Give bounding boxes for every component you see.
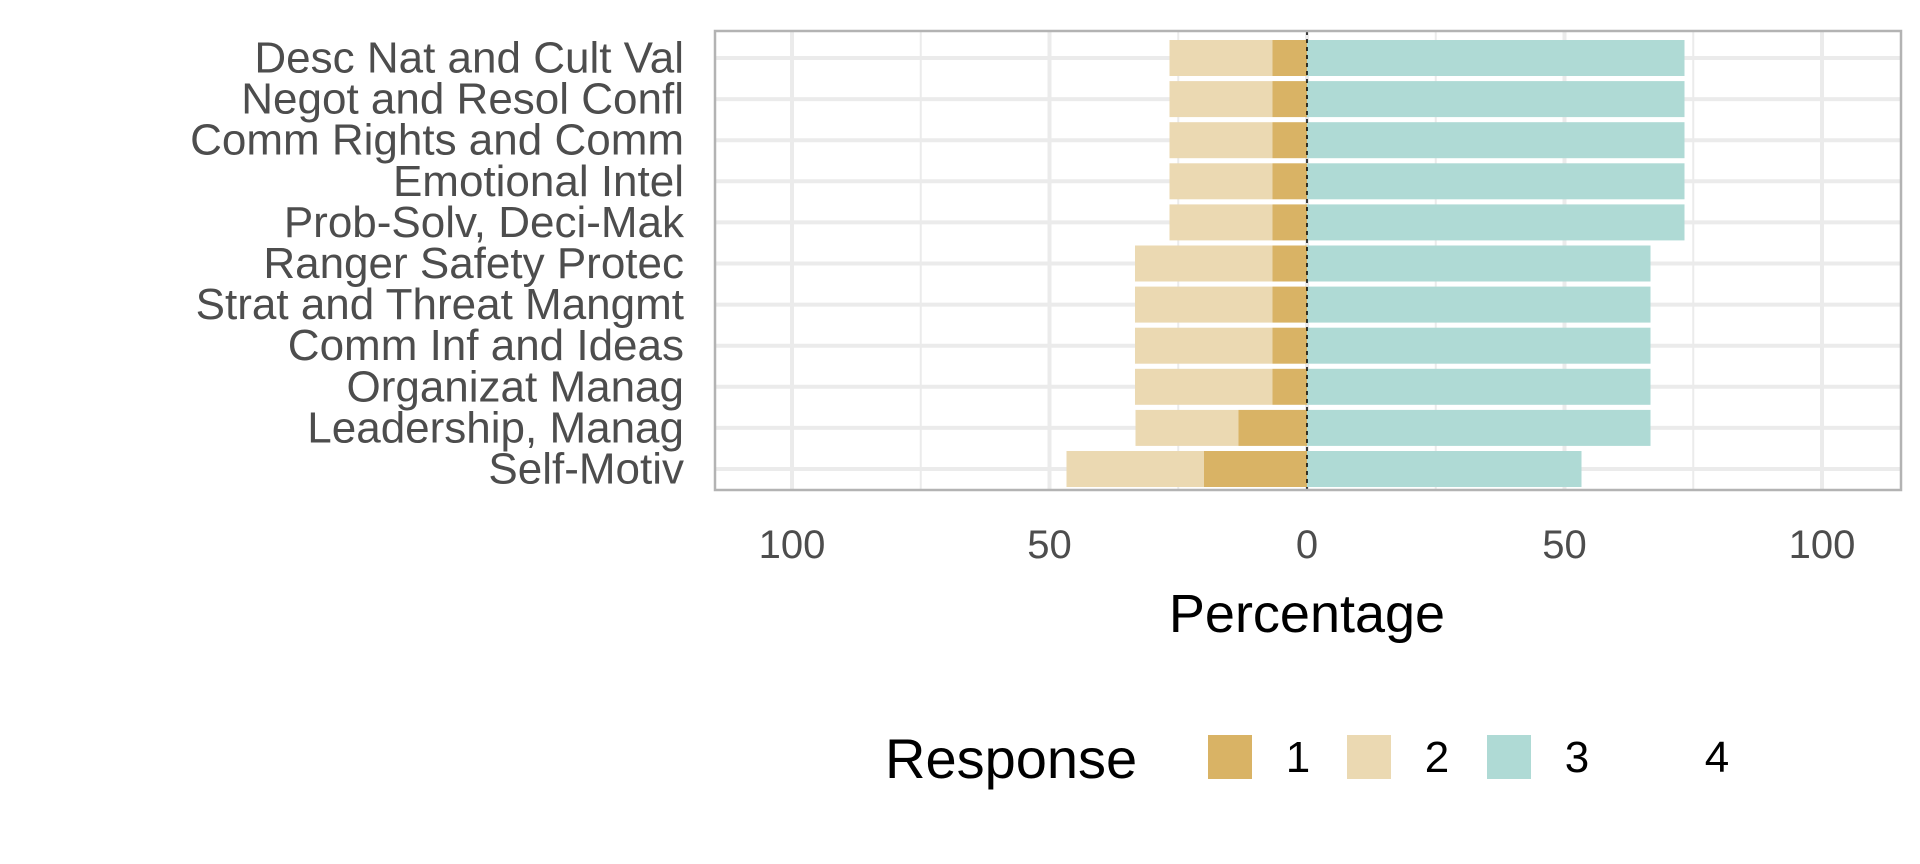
bar-segment-response-3 xyxy=(1307,40,1685,76)
bar-segment-response-2 xyxy=(1169,122,1273,159)
category-label: Comm Rights and Comm xyxy=(190,116,684,165)
legend-label: 1 xyxy=(1286,733,1310,782)
bar-segment-response-2 xyxy=(1066,451,1204,487)
legend-label: 4 xyxy=(1705,733,1729,782)
category-label: Leadership, Manag xyxy=(307,403,684,452)
bar-segment-response-2 xyxy=(1134,245,1273,282)
bar-segment-response-3 xyxy=(1307,368,1651,405)
bar-segment-response-2 xyxy=(1135,409,1239,446)
legend-key-2 xyxy=(1347,735,1391,779)
bar-segment-response-3 xyxy=(1307,204,1685,241)
bar-segment-response-1 xyxy=(1272,40,1307,76)
x-tick-label: 100 xyxy=(1789,523,1856,567)
bar-segment-response-3 xyxy=(1307,245,1651,282)
bar-segment-response-3 xyxy=(1307,327,1651,364)
legend-label: 3 xyxy=(1565,733,1589,782)
category-label: Comm Inf and Ideas xyxy=(288,321,684,370)
x-tick-label: 50 xyxy=(1542,523,1587,567)
bar-segment-response-1 xyxy=(1272,245,1307,282)
bar-segment-response-1 xyxy=(1238,409,1307,446)
bar-segment-response-2 xyxy=(1169,81,1273,118)
category-label: Prob-Solv, Deci-Mak xyxy=(284,198,685,247)
legend-key-3 xyxy=(1487,735,1531,779)
bar-segment-response-1 xyxy=(1272,81,1307,118)
bar-segment-response-2 xyxy=(1134,286,1273,323)
bar-segment-response-1 xyxy=(1272,286,1307,323)
bar-segment-response-2 xyxy=(1169,204,1273,241)
legend-key-4 xyxy=(1627,735,1671,779)
bar-segment-response-1 xyxy=(1272,204,1307,241)
bar-segment-response-3 xyxy=(1307,122,1685,159)
bar-segment-response-2 xyxy=(1134,327,1273,364)
category-label: Emotional Intel xyxy=(393,157,684,206)
bar-segment-response-2 xyxy=(1169,163,1273,200)
bar-segment-response-3 xyxy=(1307,451,1582,487)
legend-title: Response xyxy=(885,727,1137,790)
legend: Response 1 2 3 4 xyxy=(885,727,1729,790)
bar-segment-response-1 xyxy=(1272,368,1307,405)
bar-segment-response-1 xyxy=(1272,122,1307,159)
bar-segment-response-1 xyxy=(1272,327,1307,364)
category-label: Ranger Safety Protec xyxy=(263,239,684,288)
x-tick-label: 50 xyxy=(1027,523,1072,567)
category-label: Self-Motiv xyxy=(488,445,684,494)
bar-segment-response-3 xyxy=(1307,163,1685,200)
bar-segment-response-2 xyxy=(1134,368,1273,405)
x-axis-title: Percentage xyxy=(1169,584,1445,644)
bar-segment-response-2 xyxy=(1169,40,1273,76)
bar-segment-response-3 xyxy=(1307,409,1651,446)
legend-label: 2 xyxy=(1425,733,1449,782)
plot-panel-border xyxy=(713,29,1903,492)
bar-segment-response-3 xyxy=(1307,286,1651,323)
x-tick-label: 0 xyxy=(1296,523,1318,567)
bar-segment-response-1 xyxy=(1272,163,1307,200)
category-label: Organizat Manag xyxy=(346,362,684,411)
legend-key-1 xyxy=(1208,735,1252,779)
x-tick-labels: 100 50 0 50 100 xyxy=(759,523,1856,567)
category-label: Desc Nat and Cult Val xyxy=(254,34,684,83)
bar-segment-response-1 xyxy=(1204,451,1307,487)
bar-segment-response-3 xyxy=(1307,81,1685,118)
category-label: Negot and Resol Confl xyxy=(241,75,684,124)
category-label: Strat and Threat Mangmt xyxy=(196,280,684,329)
bars xyxy=(1066,40,1685,487)
x-tick-label: 100 xyxy=(759,523,826,567)
